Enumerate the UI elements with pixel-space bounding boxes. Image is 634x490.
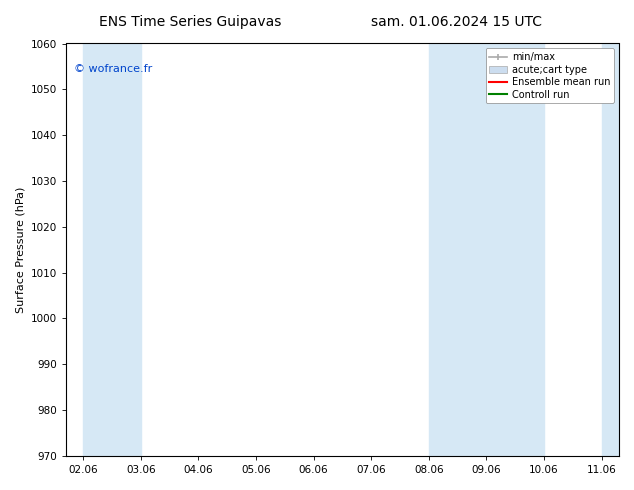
Bar — [83, 44, 141, 456]
Text: sam. 01.06.2024 15 UTC: sam. 01.06.2024 15 UTC — [371, 15, 542, 29]
Y-axis label: Surface Pressure (hPa): Surface Pressure (hPa) — [15, 187, 25, 313]
Bar — [486, 44, 544, 456]
Bar — [429, 44, 486, 456]
Text: ENS Time Series Guipavas: ENS Time Series Guipavas — [99, 15, 281, 29]
Bar — [602, 44, 634, 456]
Legend: min/max, acute;cart type, Ensemble mean run, Controll run: min/max, acute;cart type, Ensemble mean … — [486, 49, 614, 103]
Text: © wofrance.fr: © wofrance.fr — [74, 64, 152, 74]
